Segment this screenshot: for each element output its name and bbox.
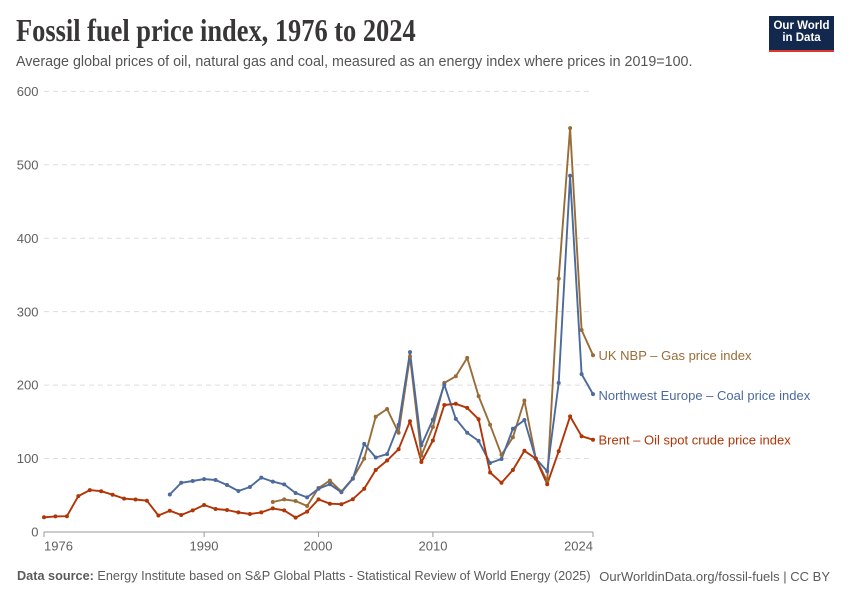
svg-text:UK NBP – Gas price index: UK NBP – Gas price index	[599, 348, 752, 363]
svg-text:1990: 1990	[190, 538, 219, 553]
svg-text:200: 200	[17, 378, 39, 393]
svg-text:Brent – Oil spot crude price i: Brent – Oil spot crude price index	[599, 433, 792, 448]
svg-text:600: 600	[17, 84, 39, 99]
svg-text:400: 400	[17, 231, 39, 246]
svg-text:0: 0	[31, 525, 38, 540]
svg-text:300: 300	[17, 304, 39, 319]
svg-text:Northwest Europe – Coal price: Northwest Europe – Coal price index	[599, 388, 811, 403]
svg-text:2024: 2024	[564, 538, 593, 553]
svg-text:2000: 2000	[304, 538, 333, 553]
svg-text:100: 100	[17, 451, 39, 466]
svg-text:2010: 2010	[419, 538, 448, 553]
svg-text:1976: 1976	[44, 538, 73, 553]
svg-text:500: 500	[17, 157, 39, 172]
